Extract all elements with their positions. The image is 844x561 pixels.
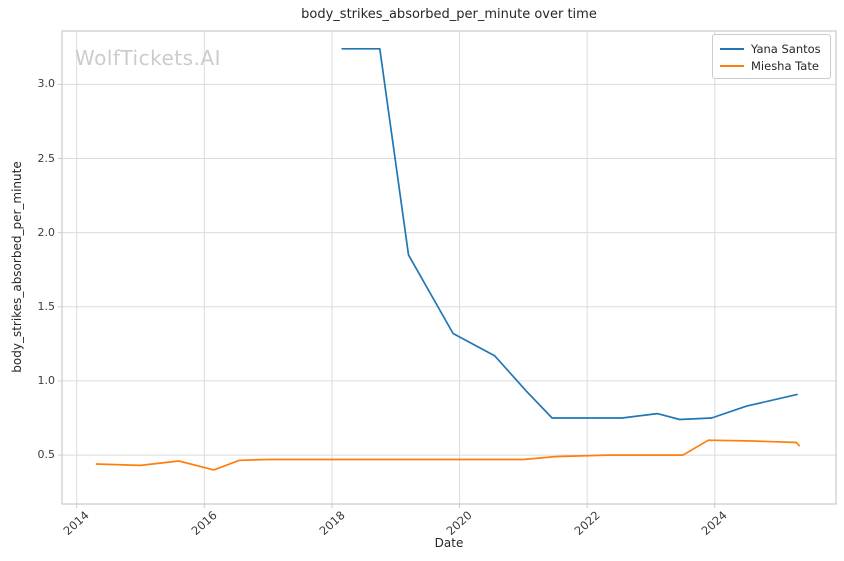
legend-item-yana-santos: Yana Santos bbox=[720, 40, 823, 57]
x-axis-label: Date bbox=[434, 536, 464, 550]
legend-label: Yana Santos bbox=[751, 41, 821, 56]
series-line-yana-santos bbox=[341, 47, 798, 421]
legend-line-swatch bbox=[720, 64, 744, 67]
y-tick-label-2: 2.0 bbox=[37, 225, 56, 239]
y-tick-label-1.5: 1.5 bbox=[37, 299, 56, 313]
series-line-miesha-tate bbox=[95, 439, 801, 471]
y-tick-label-1: 1.0 bbox=[37, 373, 56, 387]
legend-item-miesha-tate: Miesha Tate bbox=[720, 57, 823, 74]
legend: Yana Santos Miesha Tate bbox=[712, 34, 831, 79]
plot-border bbox=[61, 30, 837, 505]
legend-line-swatch bbox=[720, 47, 744, 50]
y-tick-label-2.5: 2.5 bbox=[37, 151, 56, 165]
y-tick-label-3: 3.0 bbox=[37, 77, 56, 91]
legend-label: Miesha Tate bbox=[751, 58, 819, 73]
watermark: WolfTickets.AI bbox=[75, 46, 221, 70]
y-tick-label-0.5: 0.5 bbox=[37, 448, 56, 462]
y-axis-label: body_strikes_absorbed_per_minute bbox=[10, 161, 24, 373]
chart-title: body_strikes_absorbed_per_minute over ti… bbox=[301, 7, 597, 22]
